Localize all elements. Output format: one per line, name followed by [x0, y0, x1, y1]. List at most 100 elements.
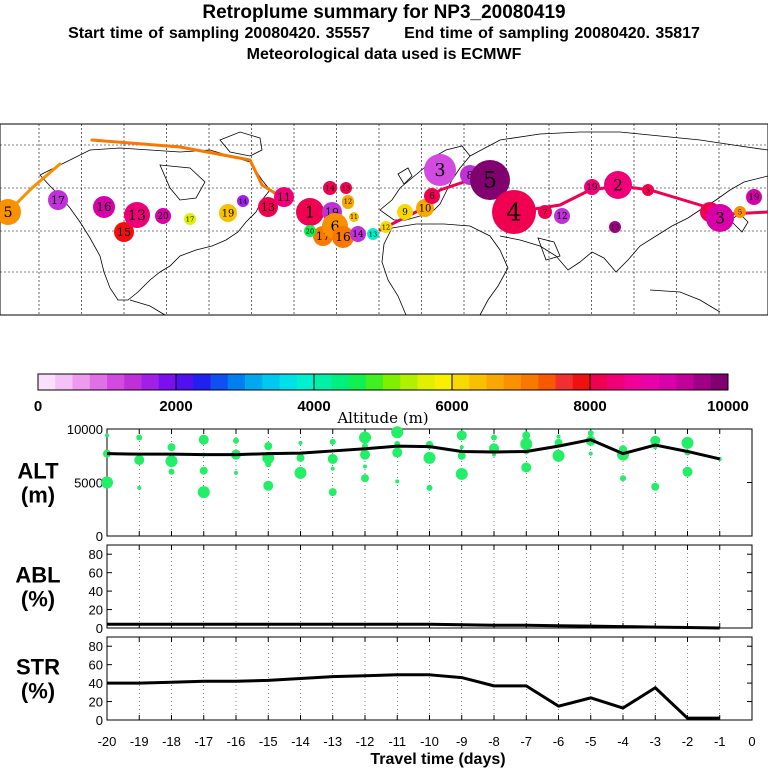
x-tick-labels: -20 -19 -18 -17 -16 -15 -14 -13 -12 -11 -10 -9 -8 -7-… [98, 734, 756, 749]
y-tick-label: 60 [89, 658, 103, 673]
x-tick-label: -14 [291, 734, 310, 749]
plume-marker-dot [604, 171, 632, 199]
plume-marker-label: 1 [305, 203, 315, 221]
plume-marker: 19 [746, 189, 762, 205]
plume-marker: 6 [424, 188, 440, 204]
plume-marker-label: 14 [352, 230, 364, 240]
cluster-point [263, 480, 274, 491]
y-tick-label: 40 [89, 676, 103, 691]
cluster-point [459, 445, 464, 450]
y-tick-label: 10000 [67, 422, 103, 437]
cluster-point [167, 443, 176, 452]
plume-marker-dot [332, 226, 354, 248]
plume-marker-label: 5 [738, 208, 742, 216]
colorbar-tick-label: 2000 [159, 398, 192, 415]
plume-marker-label: 3 [646, 186, 650, 194]
cluster-point [329, 438, 336, 445]
x-tick-label: -2 [682, 734, 694, 749]
plume-marker-label: 19 [222, 208, 235, 219]
plume-marker-label: 13 [128, 208, 146, 224]
plume-marker-label: 20 [157, 212, 169, 222]
cluster-point [165, 455, 178, 468]
cluster-point [265, 461, 272, 468]
cluster-point [682, 466, 693, 477]
x-tick-label: -18 [162, 734, 181, 749]
colorbar-tick-label: 0 [34, 398, 42, 415]
cluster-point [328, 488, 337, 497]
cluster-point [522, 431, 531, 440]
colorbar-cell [262, 374, 280, 390]
panel-str: STR(%) 0 20 40 60 80 [16, 636, 753, 728]
colorbar-cell [555, 374, 574, 390]
plume-marker-label: 13 [261, 201, 275, 214]
plume-marker-label: 16 [335, 230, 350, 244]
cluster-point [520, 437, 533, 450]
plume-marker: 11 [274, 187, 294, 207]
coast-south-asia [499, 175, 768, 273]
cluster-point [198, 434, 209, 445]
plume-marker: 15 [114, 222, 134, 242]
plume-marker-dot [296, 198, 324, 226]
colorbar-cell [348, 374, 367, 390]
panel-label: STR [16, 655, 60, 680]
plume-marker-dot [184, 213, 196, 225]
colorbar-cell [193, 374, 211, 390]
y-tick-label: 20 [89, 695, 103, 710]
cluster-point [233, 437, 239, 444]
x-tick-label: -17 [194, 734, 213, 749]
cluster-point [105, 433, 109, 438]
plume-marker-dot [470, 160, 510, 200]
plume-marker: 3 [424, 154, 456, 186]
colorbar-tick-label: 4000 [297, 398, 330, 415]
coast-british-isles [397, 167, 413, 185]
plume-marker-dot [397, 204, 413, 220]
panel-label: (%) [21, 679, 55, 704]
cluster-point [491, 434, 497, 441]
y-tick-label: 60 [89, 566, 103, 581]
plume-marker-label: 16 [96, 200, 111, 214]
colorbar-cell [38, 374, 56, 390]
cluster-point [651, 482, 660, 491]
plume-marker-label: 17 [186, 215, 194, 223]
plume-marker-label: 12 [344, 197, 352, 205]
cluster-point [521, 462, 532, 473]
plume-cluster-points [101, 426, 722, 499]
cluster-point [327, 453, 338, 464]
plume-marker-dot [380, 221, 392, 233]
plume-marker-dot [554, 208, 570, 224]
cluster-point [137, 485, 142, 490]
colorbar-cell [227, 374, 246, 390]
series-line [106, 438, 721, 461]
plume-marker: 7 [538, 205, 552, 219]
plume-marker: 4 [492, 190, 536, 234]
x-tick-label: -7 [520, 734, 532, 749]
track-arctic [90, 138, 280, 197]
plume-marker: 19 [219, 204, 237, 222]
plume-marker-label: 5 [3, 205, 12, 221]
plume-marker-dot [219, 204, 237, 222]
plume-marker-dot [746, 189, 762, 205]
world-map: 5171615132017191413111191314131217616201… [0, 123, 768, 316]
plume-marker-label: 19 [586, 183, 597, 193]
cluster-point [136, 434, 143, 441]
colorbar-cell [641, 374, 660, 390]
map-frame [0, 123, 768, 316]
plume-marker-dot [609, 221, 621, 233]
colorbar-cell [210, 374, 229, 390]
coast-indonesia [649, 289, 721, 313]
y-tick-label: 5000 [74, 476, 103, 491]
colorbar-tick-label: 6000 [435, 398, 468, 415]
y-tick-label: 0 [96, 529, 103, 544]
plume-marker: 14 [323, 181, 337, 195]
plume-marker-dot [237, 195, 249, 207]
plume-marker: 14 [350, 226, 366, 242]
colorbar-cell [590, 374, 608, 390]
plume-markers: 5171615132017191413111191314131217616201… [0, 154, 762, 248]
plume-marker-dot [124, 202, 150, 228]
cluster-point [455, 467, 468, 480]
cluster-point [650, 435, 661, 446]
altitude-colorbar: 0 2000 4000 6000 8000 10000 Altitude (m) [34, 373, 749, 427]
colorbar-cell [400, 374, 418, 390]
plume-marker-dot [340, 182, 352, 194]
